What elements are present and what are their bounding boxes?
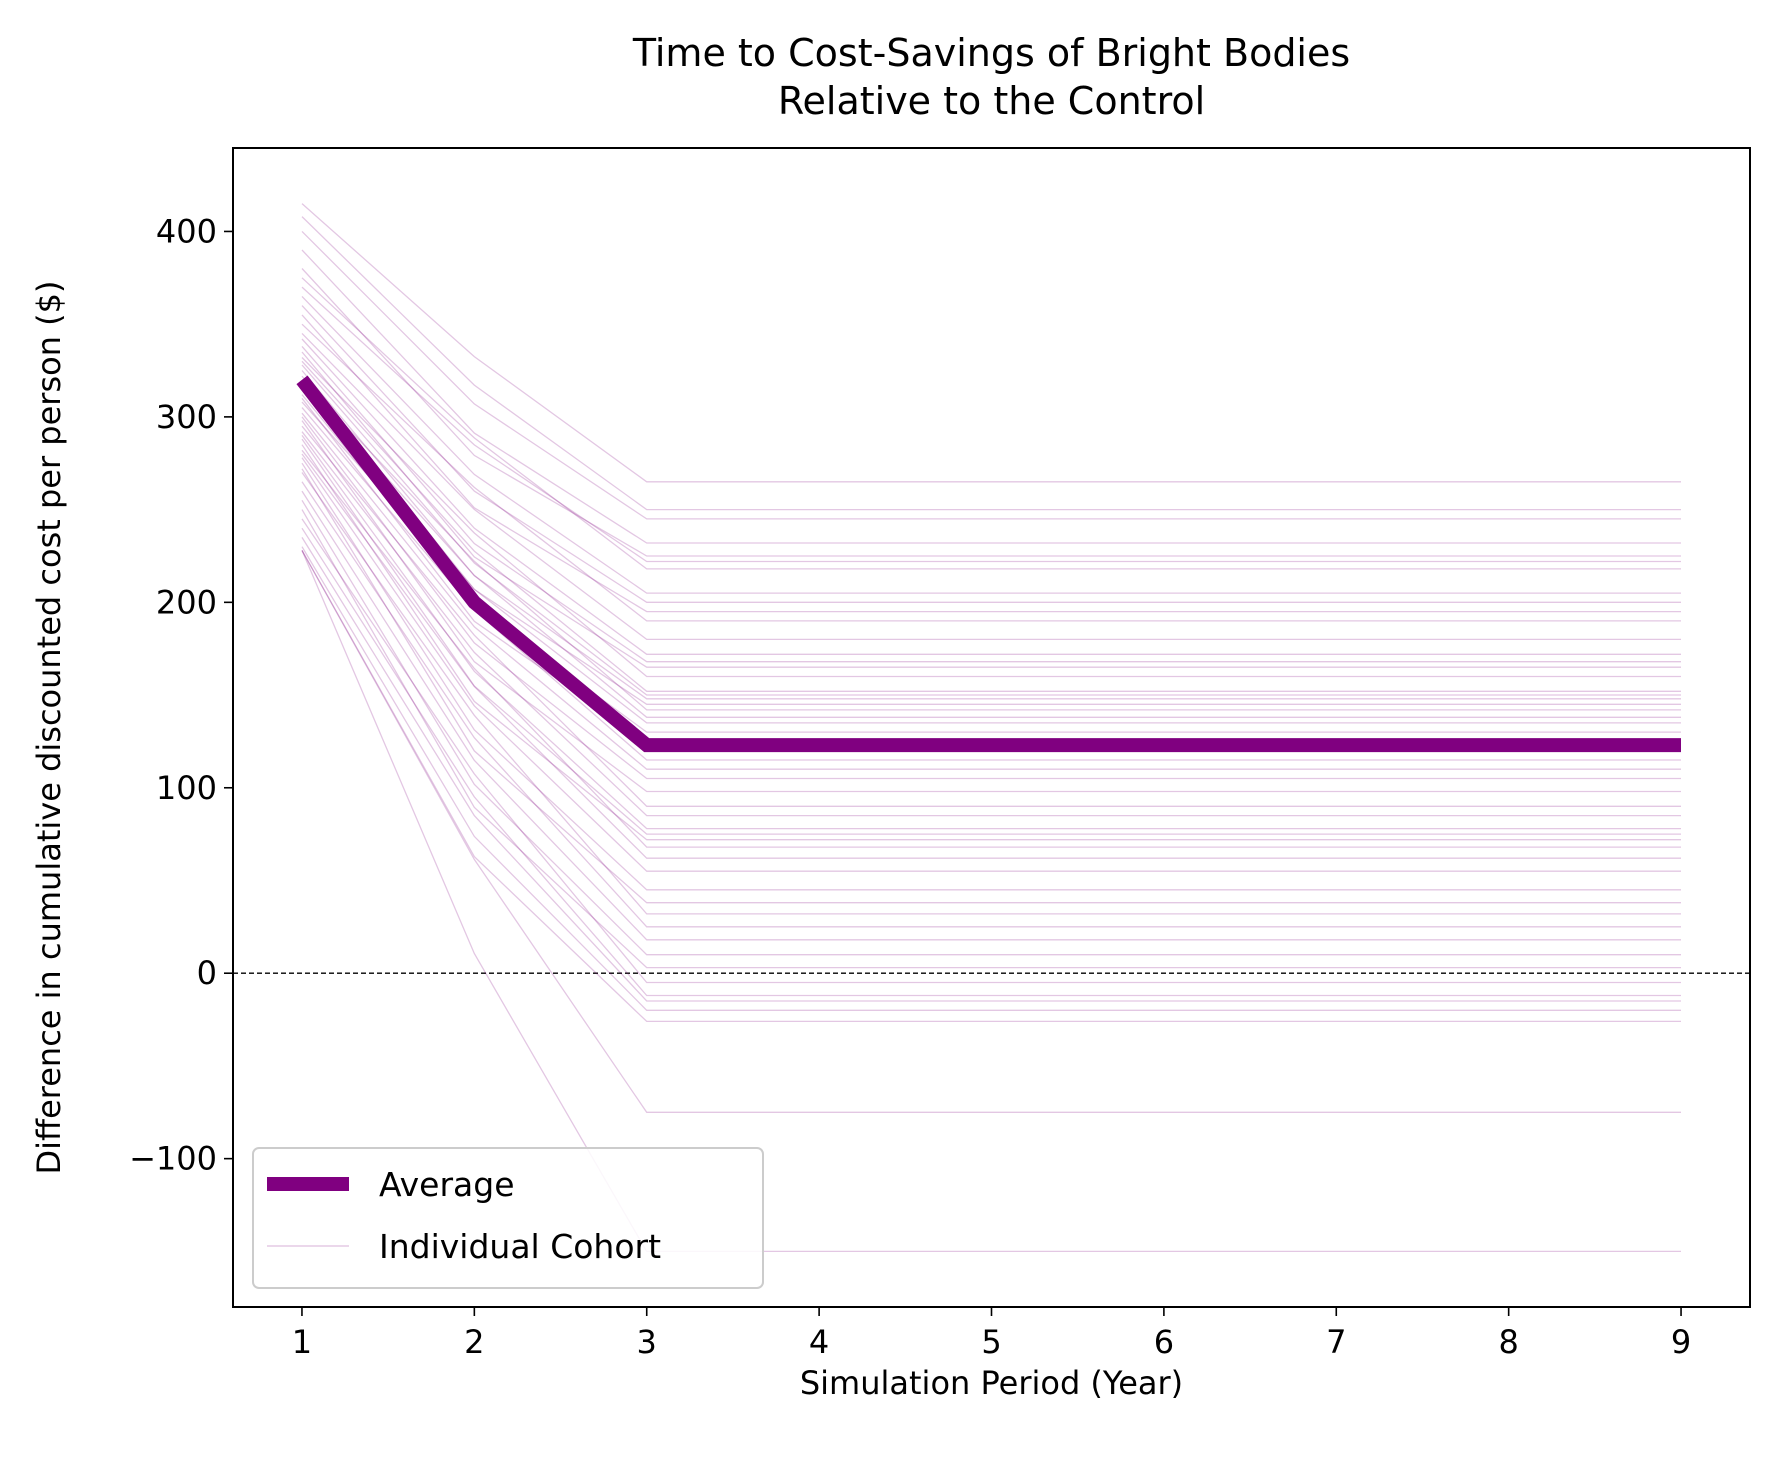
- cohort-line: [301, 449, 1681, 848]
- cohort-line: [301, 453, 1681, 859]
- cohort-line: [301, 457, 1681, 872]
- cohort-line: [301, 268, 1681, 557]
- cohort-line: [301, 295, 1681, 594]
- cohort-line: [301, 305, 1681, 603]
- cohort-line: [301, 230, 1681, 520]
- cohort-line: [301, 550, 1681, 1113]
- x-tick-label: 9: [1671, 1323, 1691, 1361]
- x-tick-label: 6: [1154, 1323, 1174, 1361]
- cohort-line: [301, 472, 1681, 915]
- legend-box: [252, 1147, 764, 1289]
- x-tick-label: 1: [292, 1323, 312, 1361]
- cohort-line: [301, 351, 1681, 668]
- x-tick-label: 5: [981, 1323, 1001, 1361]
- x-tick-label: 2: [464, 1323, 484, 1361]
- legend-average-label: Average: [379, 1165, 515, 1204]
- cohort-line: [301, 490, 1681, 941]
- axes: 1 2 3 4 5 6 7 8 9 −100 0 100 200 300 400 Simulation Per…: [30, 147, 1751, 1402]
- chart-title-line-2: Relative to the Control: [778, 79, 1205, 123]
- x-axis-label: Simulation Period (Year): [800, 1364, 1183, 1402]
- cohort-line: [301, 286, 1681, 563]
- y-tick-label: 300: [156, 398, 217, 436]
- cohort-line: [301, 412, 1681, 770]
- cohort-line: [301, 431, 1681, 817]
- cohort-lines: [233, 203, 1750, 1253]
- y-tick-label: 100: [156, 769, 217, 807]
- cohort-line: [301, 518, 1681, 984]
- cohort-line: [301, 203, 1681, 483]
- y-tick-label: −100: [129, 1140, 217, 1178]
- y-tick-label: 400: [156, 212, 217, 250]
- cohort-line: [301, 383, 1681, 718]
- cohort-line: [301, 537, 1681, 1002]
- y-tick-label: 0: [197, 954, 217, 992]
- cohort-line: [301, 338, 1681, 655]
- cohort-line: [301, 527, 1681, 997]
- chart-title: Time to Cost-Savings of Bright BodiesRel…: [632, 31, 1350, 123]
- cohort-line: [301, 550, 1681, 1023]
- cohort-line: [301, 394, 1681, 733]
- cohort-line: [301, 481, 1681, 928]
- cohort-line: [301, 345, 1681, 663]
- cohort-line: [301, 314, 1681, 613]
- cohort-line: [301, 364, 1681, 696]
- chart-title-line-1: Time to Cost-Savings of Bright Bodies: [632, 31, 1350, 75]
- cohort-line: [301, 370, 1681, 700]
- cohort-line: [301, 277, 1681, 570]
- cohort-line: [301, 420, 1681, 793]
- legend-cohort-label: Individual Cohort: [379, 1227, 661, 1266]
- cohort-line: [301, 375, 1681, 705]
- cohort-line: [301, 332, 1681, 641]
- cohort-line: [301, 216, 1681, 511]
- cohort-line: [301, 438, 1681, 835]
- cohort-line: [301, 416, 1681, 780]
- cohort-line: [301, 499, 1681, 956]
- y-tick-label: 200: [156, 583, 217, 621]
- average-line-group: [296, 375, 1681, 753]
- x-tick-label: 4: [809, 1323, 829, 1361]
- cohort-line: [301, 249, 1681, 544]
- cohort-line: [301, 357, 1681, 678]
- cohort-line: [301, 435, 1681, 830]
- cohort-line: [301, 360, 1681, 692]
- cohort-line: [301, 397, 1681, 743]
- cohort-line: [301, 425, 1681, 807]
- cohort-line: [301, 462, 1681, 891]
- x-tick-label: 3: [637, 1323, 657, 1361]
- x-tick-label: 8: [1498, 1323, 1518, 1361]
- cohort-line: [301, 388, 1681, 724]
- x-tick-label: 7: [1326, 1323, 1346, 1361]
- cohort-line: [301, 546, 1681, 1011]
- cohort-line: [301, 468, 1681, 904]
- y-axis-label: Difference in cumulative discounted cost…: [30, 281, 68, 1175]
- cohort-line: [301, 444, 1681, 841]
- cohort-line: [301, 379, 1681, 711]
- cohort-line: [301, 509, 1681, 969]
- average-line: [296, 375, 1681, 753]
- cohort-line: [301, 323, 1681, 622]
- cohort-line: [301, 550, 1681, 1253]
- cohort-line: [301, 407, 1681, 761]
- legend: Average Individual Cohort: [252, 1147, 764, 1289]
